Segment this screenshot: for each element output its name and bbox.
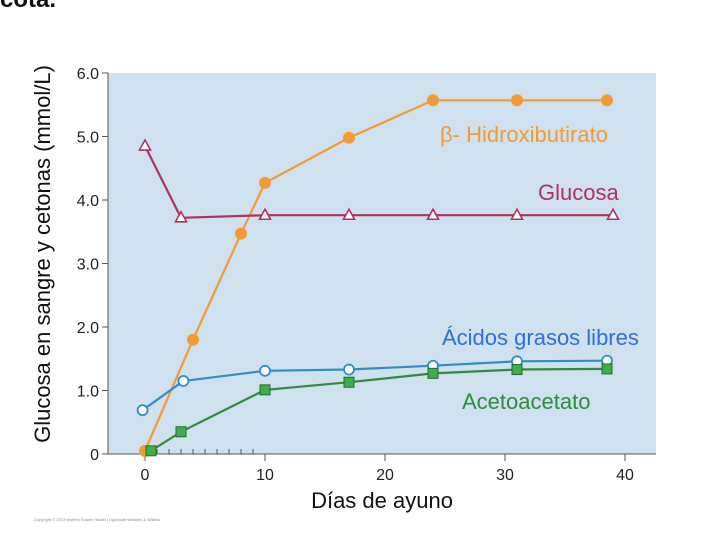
series-markers — [136, 94, 620, 457]
series-0-point-4 — [343, 131, 355, 144]
y-tick-label-5: 5.0 — [77, 130, 99, 147]
minor-ticks — [156, 449, 254, 454]
series-3-point-2 — [259, 384, 271, 396]
series-1-point-1 — [174, 210, 188, 223]
series-2-point-3 — [343, 363, 355, 376]
y-tick-labels: 0 1.0 2.0 3.0 4.0 5.0 6.0 — [77, 66, 108, 464]
series-1-point-3 — [342, 207, 356, 221]
series-2-point-2 — [259, 364, 271, 377]
series-1-point-0 — [138, 138, 152, 151]
series-3-point-1 — [175, 426, 187, 438]
series-0-point-6 — [511, 94, 523, 107]
plot-area — [108, 73, 656, 454]
y-tick-label-6: 6.0 — [77, 66, 99, 83]
series-3-point-5 — [511, 364, 523, 376]
x-tick-labels: 0 10 20 30 40 — [141, 454, 634, 484]
series-3-point-6 — [601, 363, 613, 375]
series-line-0 — [143, 99, 607, 452]
series-0-point-3 — [259, 176, 271, 189]
x-axis-label: Días de ayuno — [311, 488, 453, 513]
label-glucosa: Glucosa — [538, 180, 619, 205]
x-tick-label-20: 20 — [376, 467, 394, 484]
label-beta-hidroxibutirato: β- Hidroxibutirato — [440, 122, 608, 147]
series-0-point-1 — [187, 333, 199, 346]
y-tick-label-1: 1.0 — [77, 384, 99, 401]
series-1-point-5 — [510, 207, 524, 221]
x-tick-label-0: 0 — [141, 467, 150, 484]
label-acetoacetato: Acetoacetato — [462, 389, 590, 414]
series-2-point-0 — [136, 404, 149, 417]
x-tick-label-30: 30 — [496, 467, 514, 484]
y-axis-label: Glucosa en sangre y cetonas (mmol/L) — [30, 65, 55, 443]
series-3-point-4 — [427, 367, 439, 379]
series-2-point-1 — [177, 375, 190, 387]
y-tick-label-3: 3.0 — [77, 257, 99, 274]
x-tick-label-40: 40 — [616, 467, 634, 484]
series-1-point-6 — [606, 207, 620, 221]
top-text-fragment: cota. — [0, 0, 56, 14]
series-0-point-2 — [235, 227, 247, 240]
copyright-note: Copyright © 2013 Wolters Kluwer Health |… — [34, 517, 160, 522]
y-tick-label-2: 2.0 — [77, 320, 99, 337]
series-0-point-7 — [601, 94, 613, 107]
label-acidos-grasos-libres: Ácidos grasos libres — [442, 325, 639, 350]
series-1-point-2 — [258, 207, 272, 221]
y-tick-label-0: 0 — [90, 447, 99, 464]
x-tick-label-10: 10 — [256, 467, 274, 484]
series-3-point-3 — [343, 376, 355, 388]
series-1-point-4 — [426, 207, 440, 221]
series-0-point-5 — [427, 94, 439, 107]
series-3-point-0 — [145, 445, 157, 457]
y-tick-label-4: 4.0 — [77, 193, 99, 210]
